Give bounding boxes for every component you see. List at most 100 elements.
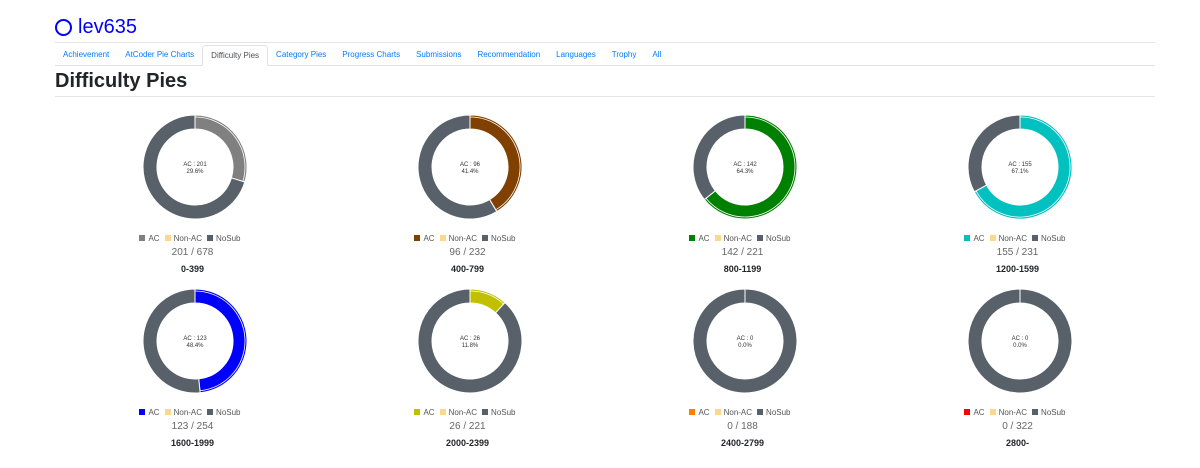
pie-center-ac-label: AC : 201 (183, 162, 207, 168)
tab-difficulty-pies[interactable]: Difficulty Pies (202, 45, 269, 66)
pie-slice-ac-highlight (469, 290, 504, 305)
pie-slice-nosub[interactable] (417, 114, 498, 220)
pie-center-percent-label: 48.4% (186, 343, 204, 349)
legend-swatch-ac (139, 409, 146, 415)
legend-item-nosub[interactable]: NoSub (207, 234, 241, 243)
legend-swatch-nonac (164, 235, 171, 241)
pie-card-1600-1999: AC : 123 48.4% AC Non-AC NoSub 123 / 254 1600-… (55, 274, 330, 458)
tab-progress-charts[interactable]: Progress Charts (342, 50, 401, 59)
legend-item-nosub[interactable]: NoSub (207, 408, 241, 417)
pie-legend: AC Non-AC NoSub (880, 234, 1155, 243)
legend-swatch-ac (139, 235, 146, 241)
pie-slice-ac[interactable] (973, 114, 1073, 220)
pie-center-ac-label: AC : 0 (1012, 336, 1029, 342)
legend-item-nosub[interactable]: NoSub (1032, 234, 1066, 243)
legend-swatch-nonac (714, 235, 721, 241)
pie-card-2800: AC : 0 0.0% AC Non-AC NoSub 0 / 322 2800- (880, 274, 1155, 458)
legend-item-nosub[interactable]: NoSub (482, 234, 516, 243)
legend-swatch-nosub (757, 409, 764, 415)
legend-item-nosub[interactable]: NoSub (1032, 408, 1066, 417)
pie-slice-nosub[interactable] (967, 288, 1073, 394)
pie-center-percent-label: 41.4% (461, 169, 479, 175)
legend-item-ac[interactable]: AC (689, 408, 710, 417)
legend-label-ac: AC (423, 408, 435, 417)
pie-chart: AC : 00.0% (692, 288, 798, 394)
pie-legend: AC Non-AC NoSub (605, 408, 880, 417)
legend-label-nonac: Non-AC (723, 234, 753, 243)
pie-center-percent-label: 11.8% (462, 343, 479, 349)
legend-swatch-nonac (439, 409, 446, 415)
legend-item-nonac[interactable]: Non-AC (164, 234, 202, 243)
legend-swatch-nonac (164, 409, 171, 415)
tab-all[interactable]: All (652, 50, 662, 59)
legend-label-nonac: Non-AC (723, 408, 753, 417)
pie-legend: AC Non-AC NoSub (605, 234, 880, 243)
pie-legend: AC Non-AC NoSub (330, 234, 605, 243)
legend-label-nonac: Non-AC (448, 234, 478, 243)
legend-swatch-nonac (439, 235, 446, 241)
tab-category-pies[interactable]: Category Pies (276, 50, 327, 59)
legend-item-nonac[interactable]: Non-AC (714, 408, 753, 417)
pie-card-0-399: AC : 201 29.6% AC Non-AC NoSub 201 / 678 0-399 (55, 100, 330, 284)
legend-swatch-ac (689, 235, 696, 241)
legend-item-nonac[interactable]: Non-AC (439, 234, 478, 243)
legend-item-nosub[interactable]: NoSub (757, 234, 791, 243)
tab-atcoder-pie-charts[interactable]: AtCoder Pie Charts (125, 50, 195, 59)
pie-count: 26 / 221 (449, 421, 486, 432)
legend-item-ac[interactable]: AC (964, 234, 985, 243)
legend-item-nonac[interactable]: Non-AC (439, 408, 477, 417)
pie-center-percent-label: 64.3% (736, 169, 754, 175)
pie-count: 155 / 231 (996, 247, 1039, 258)
tab-achievement[interactable]: Achievement (63, 50, 110, 59)
legend-item-ac[interactable]: AC (139, 234, 160, 243)
legend-item-nonac[interactable]: Non-AC (989, 234, 1027, 243)
legend-item-ac[interactable]: AC (964, 408, 985, 417)
pie-slice-nosub[interactable] (142, 114, 246, 220)
pie-slice-ac-highlight (194, 116, 246, 182)
legend-label-nosub: NoSub (491, 408, 516, 417)
title-divider (55, 96, 1155, 97)
tab-languages[interactable]: Languages (556, 50, 596, 59)
legend-item-nonac[interactable]: Non-AC (714, 234, 753, 243)
tab-recommendation[interactable]: Recommendation (477, 50, 541, 59)
pie-center-percent-label: 67.1% (1011, 169, 1029, 175)
legend-item-ac[interactable]: AC (689, 234, 710, 243)
legend-label-nosub: NoSub (1041, 408, 1066, 417)
legend-item-nonac[interactable]: Non-AC (164, 408, 202, 417)
pie-center-ac-label: AC : 155 (1008, 162, 1032, 168)
user-header: lev635 (55, 12, 137, 42)
legend-item-ac[interactable]: AC (414, 234, 435, 243)
legend-swatch-nosub (1032, 235, 1039, 241)
legend-swatch-nosub (482, 235, 489, 241)
pie-center-percent-label: 0.0% (738, 343, 752, 349)
pie-card-400-799: AC : 96 41.4% AC Non-AC NoSub 96 / 232 400-799 (330, 100, 605, 284)
pie-slice-nosub[interactable] (692, 114, 746, 201)
legend-item-ac[interactable]: AC (139, 408, 160, 417)
legend-item-ac[interactable]: AC (414, 408, 435, 417)
pie-center-ac-label: AC : 0 (737, 336, 754, 342)
legend-item-nosub[interactable]: NoSub (482, 408, 516, 417)
user-name[interactable]: lev635 (78, 16, 137, 38)
pie-slice-nosub[interactable] (692, 288, 798, 394)
pie-slice-nosub[interactable] (417, 288, 523, 394)
pie-card-1200-1599: AC : 155 67.1% AC Non-AC NoSub 155 / 231 1200-… (880, 100, 1155, 284)
pie-count: 123 / 254 (171, 421, 214, 432)
legend-swatch-nosub (1032, 409, 1039, 415)
pie-slice-ac-highlight (469, 116, 521, 211)
pie-range-label: 0-399 (180, 264, 205, 274)
pie-slice-nosub[interactable] (967, 114, 1021, 193)
pie-slice-nosub[interactable] (142, 288, 201, 394)
tab-bar: Achievement AtCoder Pie Charts Difficulty … (55, 44, 1155, 66)
legend-label-ac: AC (698, 408, 710, 417)
legend-item-nonac[interactable]: Non-AC (989, 408, 1027, 417)
legend-item-nosub[interactable]: NoSub (757, 408, 791, 417)
pie-center-ac-label: AC : 123 (183, 336, 207, 342)
tab-submissions[interactable]: Submissions (416, 50, 462, 59)
pie-slice-ac[interactable] (703, 114, 798, 220)
legend-swatch-nosub (757, 235, 764, 241)
tab-trophy[interactable]: Trophy (611, 50, 637, 59)
legend-label-ac: AC (973, 234, 985, 243)
